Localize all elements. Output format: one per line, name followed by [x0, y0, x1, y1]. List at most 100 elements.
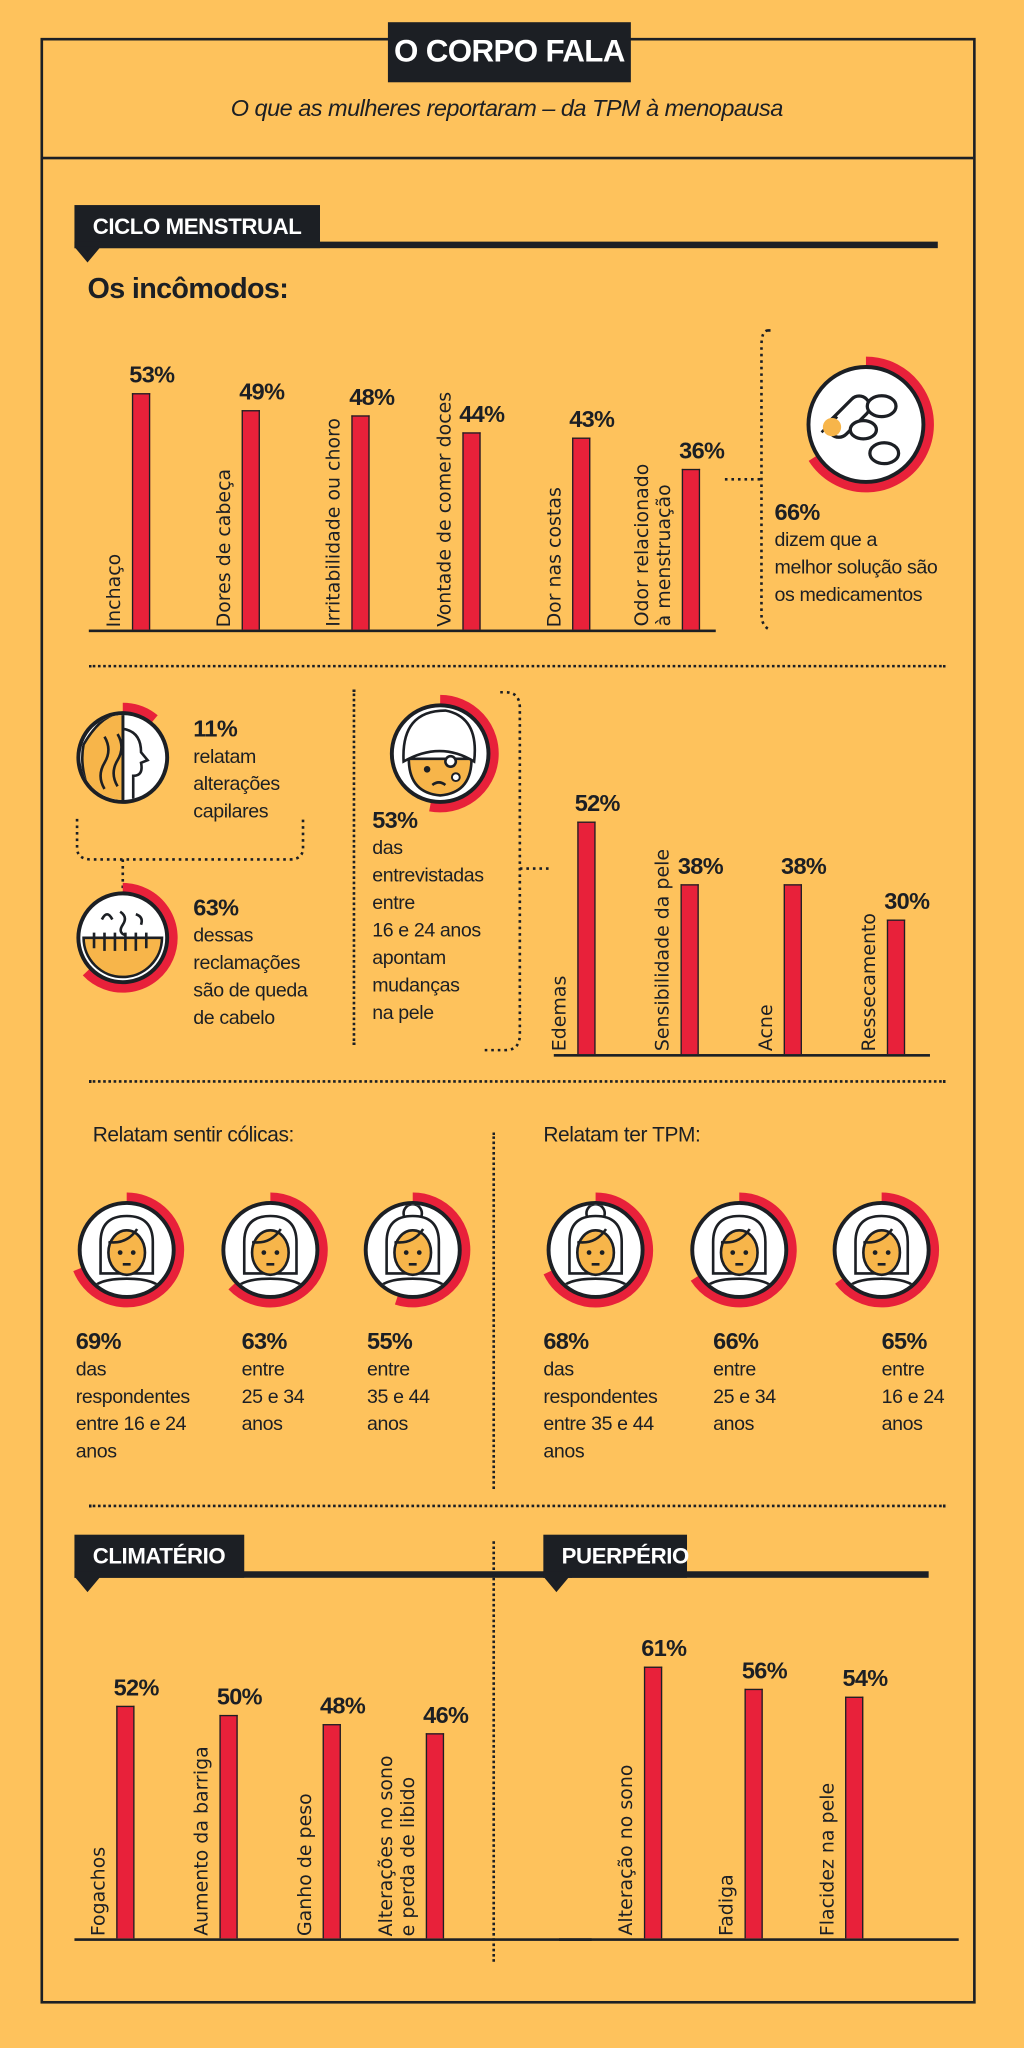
chart-baseline [559, 1938, 959, 1941]
skin-stat: 53% das entrevistadas entre 16 e 24 anos… [372, 806, 484, 1027]
stat-text: dessas reclamações são de queda de cabel… [193, 924, 308, 1030]
tpm-title: Relatam ter TPM: [543, 1124, 701, 1147]
chart-climaterio: 52% Fogachos 50% Aumento da barriga 48% Ganho… [74, 1633, 592, 1941]
progress-arc [122, 702, 158, 724]
woman-face-icon [822, 1190, 942, 1317]
tab-pointer [74, 1576, 101, 1593]
bar-value-label: 48% [319, 1692, 366, 1719]
chart-pele: 52% Edemas 38% Sensibilidade da pele 38% Acne… [550, 758, 930, 1057]
category-label: Aumento da barriga [191, 1746, 213, 1936]
stat-percent: 65% [881, 1328, 928, 1355]
stat-percent: 11% [193, 715, 238, 742]
bar-value-label: 38% [677, 852, 724, 879]
stat-text: relatam alterações capilares [193, 745, 280, 823]
progress-arc [82, 882, 178, 993]
bar-value-label: 36% [679, 437, 725, 464]
bar-2 [783, 883, 802, 1055]
stat-text: das respondentes entre 16 e 24 anos [75, 1358, 190, 1463]
bar-0 [577, 821, 596, 1055]
category-label: Alteração no sono [616, 1764, 638, 1936]
woman-face-icon [679, 1190, 799, 1317]
category-label: Dores de cabeça [214, 468, 236, 627]
category-label: Irritabilidade ou choro [324, 418, 346, 627]
bar-4 [571, 437, 591, 630]
bar-1 [744, 1688, 763, 1939]
page-title: O CORPO FALA [387, 22, 631, 83]
bar-value-label: 52% [574, 790, 621, 817]
bar-3 [425, 1732, 445, 1939]
hair-loss-stat: 63% dessas reclamações são de queda de c… [193, 893, 307, 1031]
divider [88, 1080, 946, 1083]
stat-percent: 55% [367, 1328, 413, 1355]
bar-2 [351, 415, 371, 630]
medication-bracket [724, 329, 771, 632]
bar-2 [845, 1697, 864, 1939]
bar-3 [461, 432, 481, 630]
bar-1 [680, 883, 699, 1055]
category-label: Flacidez na pele [817, 1782, 839, 1936]
section-rule [543, 1571, 929, 1578]
colicas-stat: 55% entre 35 e 44 anos [367, 1327, 430, 1438]
pills-icon [795, 354, 936, 502]
section-tab-puerperio: PUERPÉRIO [543, 1534, 689, 1578]
bar-value-label: 46% [423, 1701, 469, 1728]
skin-bracket [483, 690, 550, 1052]
stat-text: dizem que a melhor solução são os medica… [774, 528, 938, 607]
category-label: Sensibilidade da pele [653, 849, 674, 1052]
bar-value-label: 44% [459, 401, 505, 428]
vertical-divider [492, 1541, 496, 1962]
category-label: Edemas [549, 975, 571, 1052]
category-label: Ganho de peso [295, 1792, 317, 1936]
progress-arc [394, 1192, 471, 1308]
tab-pointer [543, 1576, 570, 1593]
category-label: Fadiga [717, 1873, 738, 1936]
chart-baseline [88, 629, 716, 633]
header-divider [40, 156, 974, 160]
hair-icon [65, 700, 180, 821]
section-tab-climaterio: CLIMATÉRIO [74, 1534, 245, 1578]
stat-text: entre 35 e 44 anos [367, 1358, 430, 1436]
bar-value-label: 56% [741, 1656, 788, 1684]
bar-value-label: 38% [781, 852, 827, 879]
stat-percent: 69% [75, 1328, 122, 1355]
section-rule [74, 241, 938, 249]
woman-bun-face-icon [536, 1190, 656, 1317]
bar-0 [131, 392, 151, 630]
medication-stat: 66% dizem que a melhor solução são os me… [775, 498, 938, 609]
stat-text: entre 25 e 34 anos [713, 1358, 776, 1436]
section-tab-ciclo: CICLO MENSTRUAL [74, 205, 320, 249]
category-label: Acne [756, 1004, 778, 1052]
stat-text: entre 25 e 34 anos [241, 1358, 305, 1436]
stat-percent: 68% [543, 1328, 589, 1355]
bar-value-label: 52% [113, 1674, 160, 1701]
incomodos-title: Os incômodos: [87, 271, 289, 305]
bar-2 [322, 1723, 341, 1939]
stat-percent: 66% [774, 498, 821, 526]
pill-tablets [848, 394, 901, 466]
category-label: Fogachos [88, 1846, 110, 1936]
woman-face-icon [67, 1190, 187, 1317]
stat-text: das entrevistadas entre 16 e 24 anos apo… [372, 837, 484, 1024]
category-label: Vontade de comer doces [434, 391, 456, 627]
bar-value-label: 50% [216, 1683, 263, 1710]
bar-value-label: 48% [349, 383, 395, 410]
vertical-divider [352, 689, 356, 1045]
bar-value-label: 54% [842, 1665, 888, 1692]
category-label: Dor nas costas [544, 486, 566, 627]
bar-0 [116, 1706, 135, 1939]
progress-arc [690, 1192, 797, 1308]
bar-1 [241, 410, 261, 630]
bar-0 [643, 1666, 663, 1939]
bar-3 [886, 919, 906, 1055]
progress-arc [429, 694, 499, 813]
woman-face-icon [210, 1190, 330, 1317]
stat-percent: 63% [241, 1328, 288, 1355]
bar-value-label: 49% [239, 379, 285, 406]
bar-1 [219, 1714, 238, 1939]
colicas-stat: 63% entre 25 e 34 anos [242, 1327, 305, 1438]
stat-text: das respondentes entre 35 e 44 anos [543, 1358, 658, 1463]
progress-arc [808, 356, 934, 493]
bar-value-label: 30% [884, 888, 930, 915]
chart-puerperio: 61% Alteração no sono 56% Fadiga 54% Flacidez… [559, 1607, 959, 1941]
